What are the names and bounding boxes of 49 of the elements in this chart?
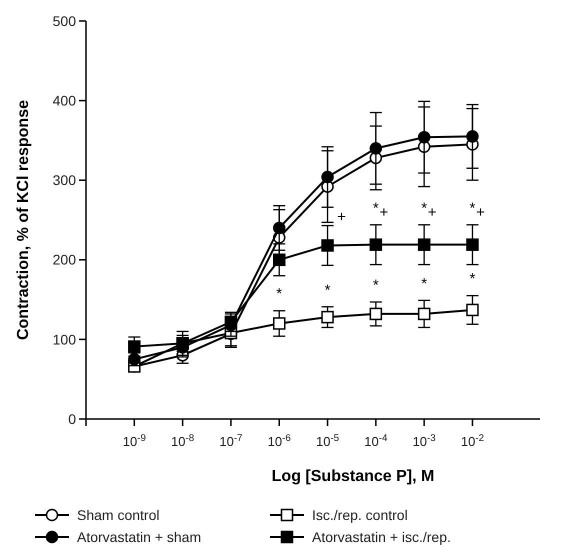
x-axis-title: Log [Substance P], M — [272, 468, 434, 485]
x-tick-label: 10$^{-8}$ — [171, 432, 194, 449]
point — [224, 316, 238, 328]
y-tick-label: 300 — [52, 172, 76, 188]
annotation: * — [470, 270, 476, 288]
point — [466, 130, 479, 143]
point — [272, 317, 286, 330]
y-tick-label: 100 — [52, 331, 76, 348]
annotation: * — [421, 275, 428, 292]
annotation: * — [372, 200, 379, 217]
annotation: * — [276, 286, 282, 303]
annotation: + — [476, 204, 486, 221]
point — [418, 130, 430, 144]
annotation: + — [428, 204, 437, 221]
y-tick-label: 0 — [68, 410, 76, 427]
y-axis-title: Contraction, % of KCl response — [15, 100, 32, 340]
x-tick-label: 10$^{-2}$ — [460, 432, 484, 449]
legend-label: Atorvastatin + sham — [77, 528, 202, 545]
x-tick-label: 10$^{-7}$ — [219, 432, 242, 449]
point — [272, 254, 286, 266]
x-tick-label: 10$^{-5}$ — [316, 432, 340, 449]
point — [272, 222, 286, 234]
x-tick-label: 10$^{-3}$ — [412, 432, 436, 449]
point — [321, 170, 334, 184]
point — [418, 238, 430, 251]
annotation: * — [421, 200, 428, 217]
point — [370, 308, 382, 320]
point — [466, 238, 479, 251]
point — [418, 308, 430, 320]
point — [128, 340, 141, 353]
x-tick-label: 10$^{-6}$ — [268, 432, 291, 449]
y-tick-label: 200 — [52, 252, 76, 268]
annotation: + — [337, 208, 346, 226]
x-tick-label: 10$^{-9}$ — [122, 432, 146, 449]
point — [321, 239, 334, 252]
annotation: * — [372, 276, 379, 294]
annotation: * — [470, 200, 476, 217]
y-tick-label: 400 — [52, 92, 76, 108]
legend-label: Atorvastatin + isc./rep. — [312, 528, 451, 545]
x-tick-label: 10$^{-4}$ — [364, 432, 388, 449]
point — [370, 142, 382, 155]
point — [370, 238, 382, 251]
point — [466, 304, 479, 316]
point — [321, 310, 334, 324]
annotation: + — [379, 204, 388, 221]
legend-label: Sham control — [77, 506, 160, 523]
y-tick-label: 500 — [52, 12, 76, 29]
legend-label: Isc./rep. control — [312, 506, 408, 523]
annotation: * — [324, 282, 331, 299]
